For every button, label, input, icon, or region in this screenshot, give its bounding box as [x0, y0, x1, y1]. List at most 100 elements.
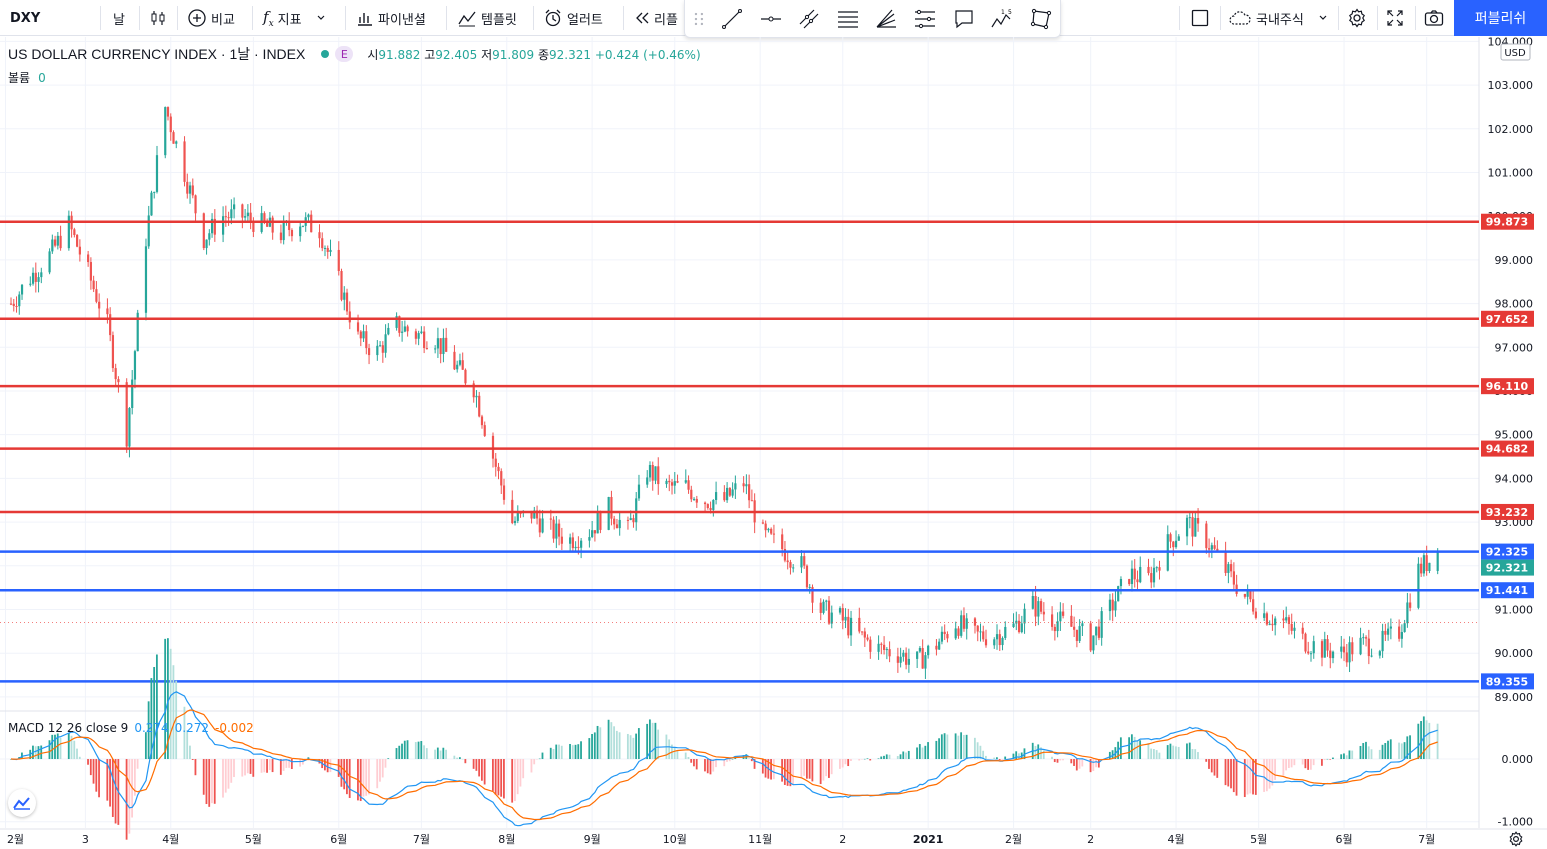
macd-histogram-bar — [1304, 759, 1307, 769]
candle — [1136, 570, 1139, 591]
candle — [117, 376, 120, 393]
replay-button[interactable]: 리플 — [634, 0, 678, 36]
macd-histogram-bar — [918, 744, 921, 760]
macd-histogram-bar — [376, 759, 379, 789]
macd-histogram-bar — [877, 758, 880, 760]
candle — [125, 378, 128, 453]
symbol-search[interactable]: DXY — [10, 0, 40, 36]
candle-body — [323, 247, 327, 249]
candle — [1359, 627, 1362, 656]
pattern-tool[interactable] — [906, 2, 945, 36]
indicators-button[interactable]: fx 지표 — [263, 0, 326, 36]
fib-lines-icon — [837, 10, 858, 28]
parallel-channel-tool[interactable] — [790, 2, 829, 36]
macd-histogram-bar — [1271, 759, 1274, 786]
candle-body — [1224, 550, 1227, 573]
earnings-badge[interactable]: E — [335, 46, 354, 62]
macd-histogram-bar — [1172, 745, 1175, 760]
settings-button[interactable] — [1347, 0, 1367, 36]
interval-button[interactable]: 날 — [113, 0, 125, 36]
macd-histogram-bar — [1197, 752, 1199, 760]
macd-legend: MACD 12 26 close 9 0.274 0.272 -0.002 — [8, 721, 254, 735]
candle-body — [626, 519, 630, 521]
price-chart[interactable]: 104.000103.000102.000101.000100.00099.00… — [0, 37, 1547, 849]
templates-button[interactable]: 템플릿 — [457, 0, 517, 36]
candle-body — [271, 217, 274, 233]
candle — [1312, 635, 1315, 659]
candle-body — [858, 617, 861, 632]
tradingview-logo[interactable] — [8, 789, 36, 817]
candle-body — [982, 631, 985, 640]
candle-body — [356, 322, 360, 332]
financials-button[interactable]: 파이낸셜 — [356, 0, 426, 36]
change-value: +0.424 (+0.46%) — [594, 47, 701, 62]
candle-body — [1037, 601, 1040, 617]
horizontal-ray-tool[interactable] — [751, 2, 790, 36]
candle — [1075, 629, 1078, 648]
macd-histogram-bar — [637, 728, 640, 760]
macd-histogram-bar — [1059, 759, 1062, 761]
logo-icon — [13, 797, 30, 810]
alert-button[interactable]: 얼러트 — [543, 0, 603, 36]
candle-body — [114, 368, 117, 380]
macd-histogram-bar — [938, 738, 940, 760]
candle-body — [827, 600, 831, 624]
candle-body — [905, 652, 908, 665]
candle-body — [56, 235, 59, 246]
grid — [0, 37, 1479, 828]
candle — [819, 598, 822, 621]
trend-line-tool[interactable] — [713, 2, 752, 36]
candle-body — [684, 480, 687, 483]
snapshot-button[interactable] — [1424, 0, 1444, 36]
callout-tool[interactable] — [944, 2, 983, 36]
candle-body — [927, 645, 930, 656]
candle-body — [417, 333, 420, 339]
candle-body — [811, 586, 814, 603]
candle-body — [1130, 568, 1134, 585]
candle — [67, 210, 70, 251]
macd-histogram-bar — [70, 735, 73, 760]
shape-tool[interactable] — [1021, 2, 1060, 36]
fullscreen-button[interactable] — [1386, 0, 1404, 36]
candle — [1191, 511, 1194, 547]
candle-style-button[interactable] — [149, 0, 167, 36]
time-axis: 2월 3 4월 5월 6월 7월 8월 9월 10월 11월 2 2021 2월 2 4월 5월 6월 7월 — [7, 833, 1435, 846]
fib-fan-tool[interactable] — [867, 2, 906, 36]
candle — [1351, 637, 1354, 662]
market-selector[interactable]: 국내주식 — [1228, 0, 1328, 36]
candle — [866, 634, 869, 642]
macd-histogram-bar — [1205, 759, 1208, 762]
candle — [957, 626, 960, 639]
macd-histogram-bar — [136, 759, 139, 769]
macd-histogram-bar — [726, 759, 728, 762]
candle — [288, 212, 291, 237]
drag-handle-icon[interactable] — [693, 11, 705, 27]
macd-histogram-bar — [67, 733, 70, 760]
fib-retracement-tool[interactable] — [829, 2, 868, 36]
axis-settings-button[interactable] — [1508, 831, 1524, 849]
candle — [882, 636, 886, 655]
candle — [299, 222, 302, 242]
candle-body — [1152, 567, 1156, 583]
candle — [282, 215, 285, 245]
macd-histogram-bar — [1246, 759, 1249, 795]
candle-body — [1174, 540, 1178, 548]
layout-button[interactable] — [1191, 0, 1209, 36]
macd-histogram-bar — [1177, 746, 1180, 760]
candle-body — [1274, 618, 1277, 626]
publish-button[interactable]: 퍼블리쉬 — [1454, 0, 1547, 36]
candle — [1290, 613, 1293, 635]
candle-body — [1185, 517, 1189, 537]
toolbar-divider — [1415, 6, 1416, 30]
candle-body — [984, 639, 988, 646]
candle-body — [340, 271, 343, 300]
candle — [1073, 616, 1076, 638]
macd-histogram-bar — [1403, 742, 1406, 760]
candle — [12, 298, 15, 312]
candle-body — [362, 331, 365, 339]
candle-body — [1111, 599, 1114, 611]
compare-button[interactable]: 비교 — [187, 0, 235, 36]
time-tick-label: 4월 — [162, 833, 179, 846]
macd-histogram-bar — [76, 748, 78, 760]
